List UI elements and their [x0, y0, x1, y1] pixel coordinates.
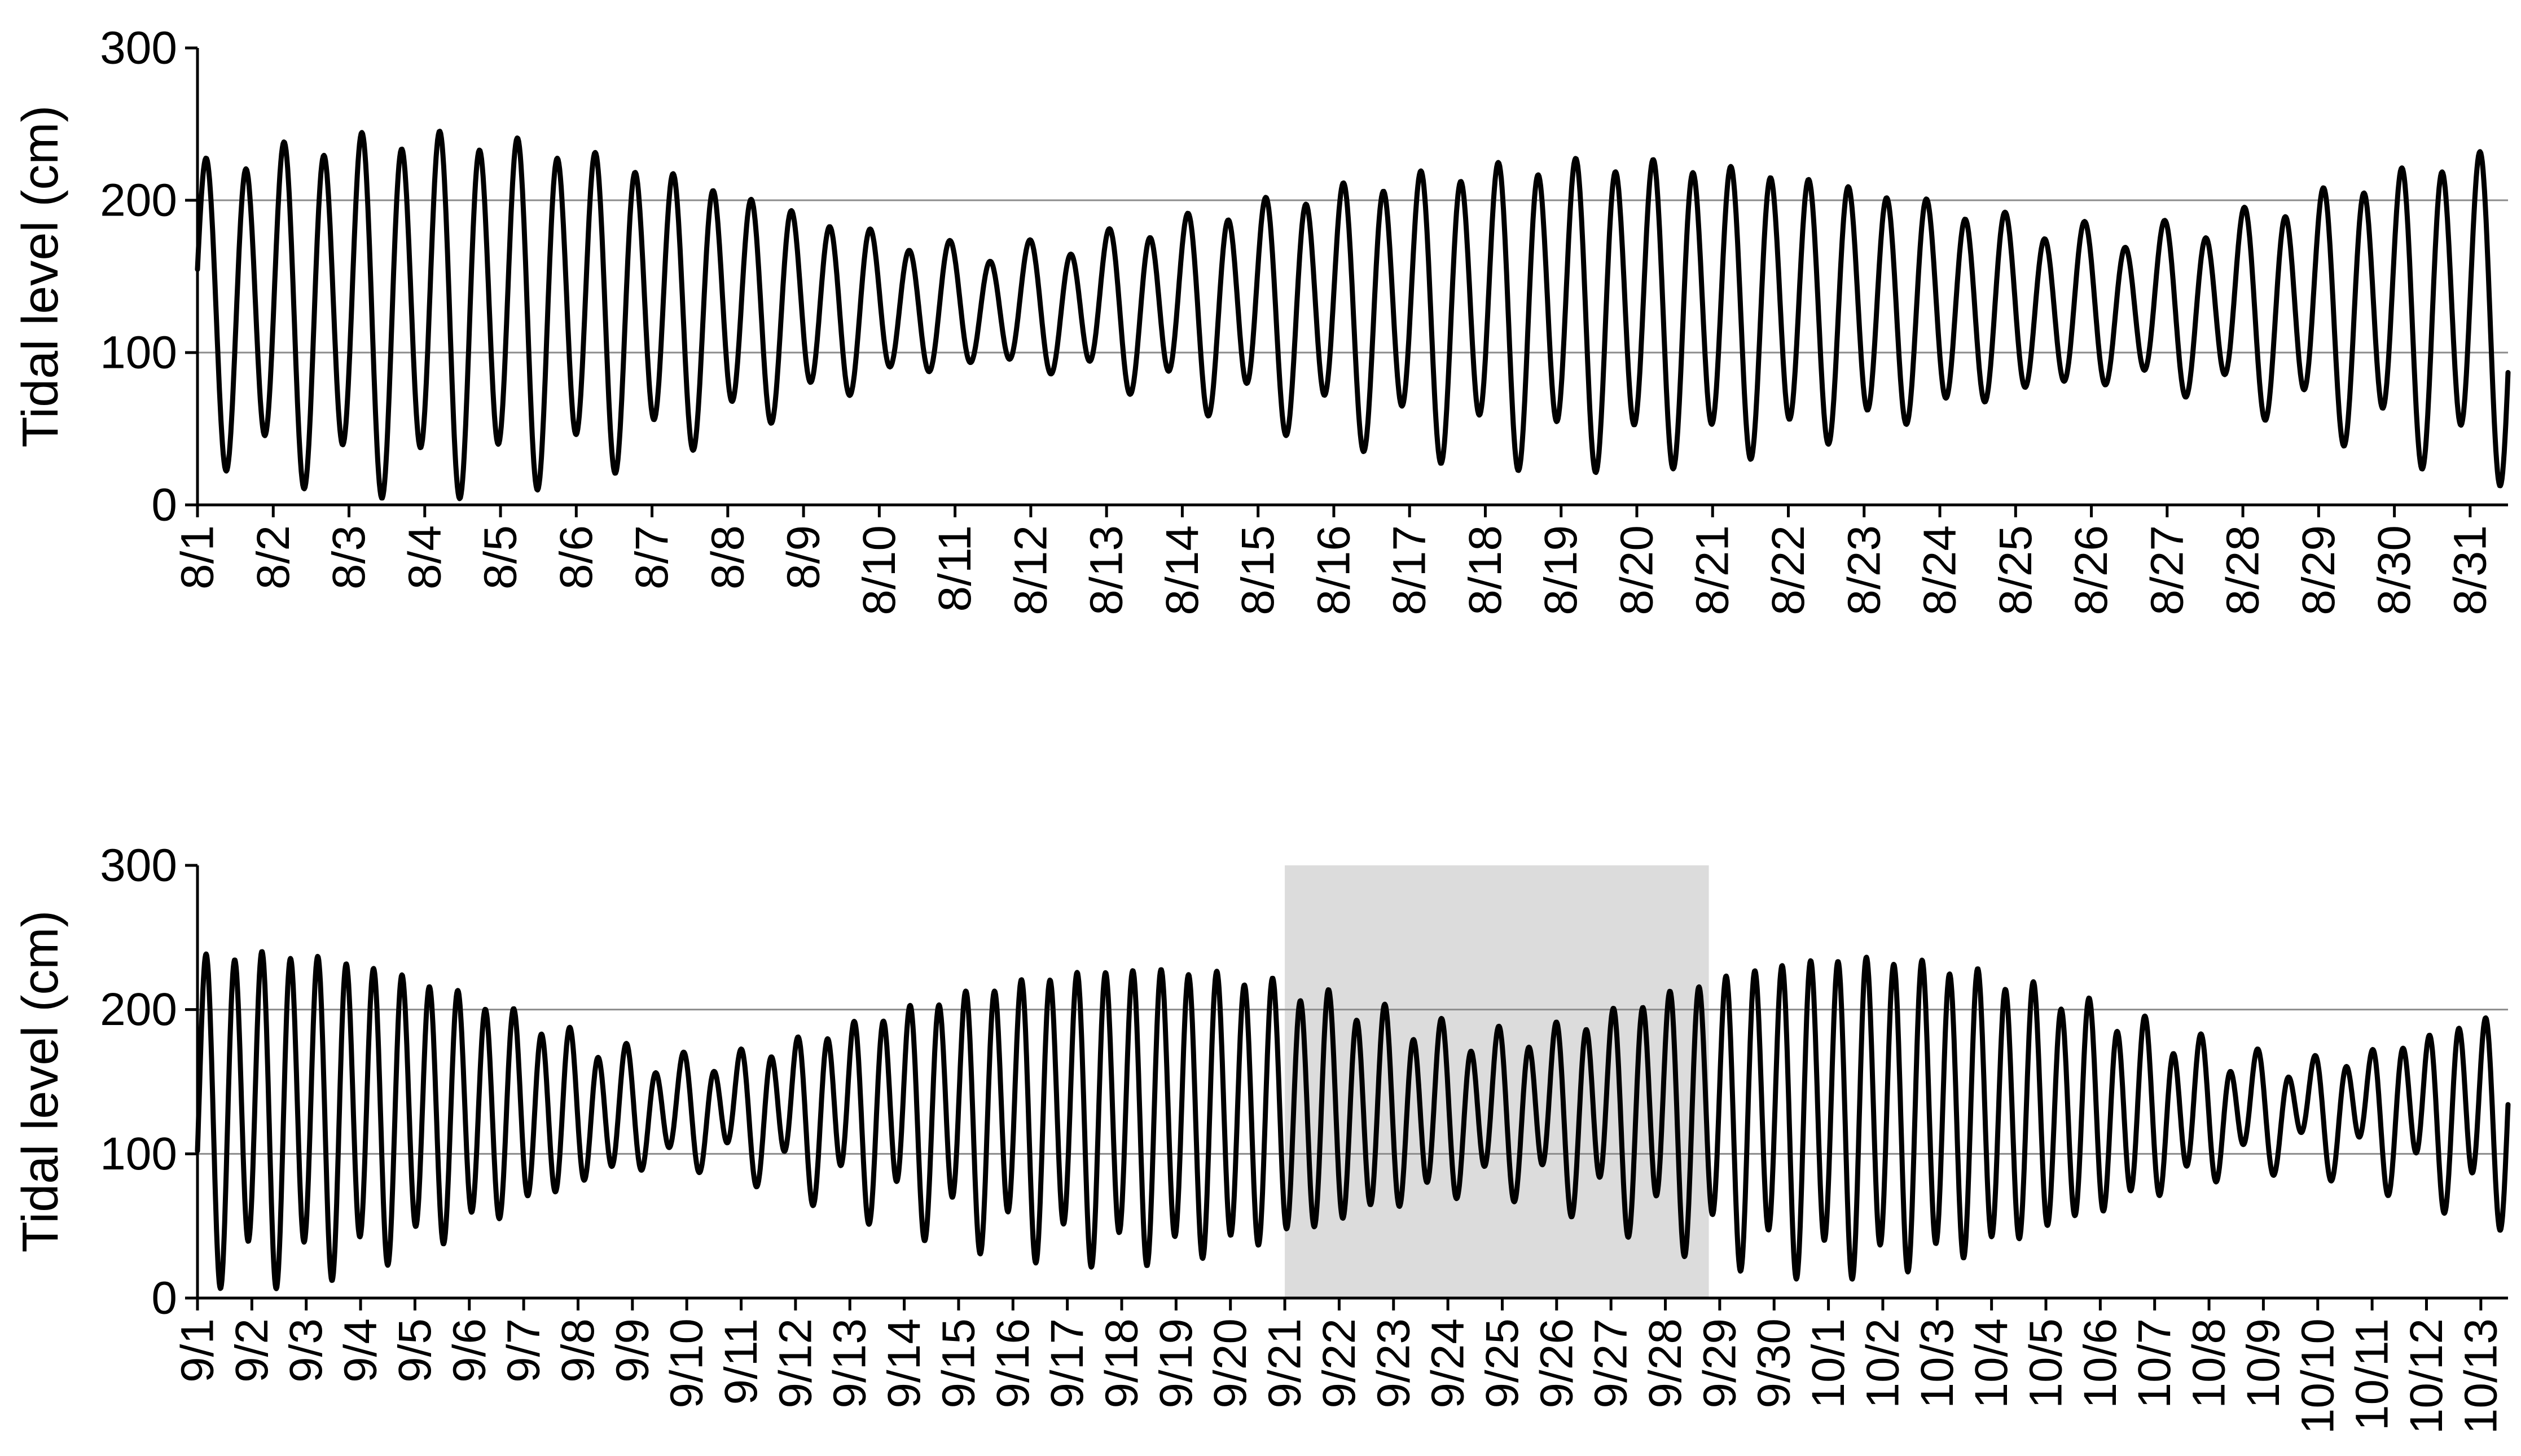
x-tick-label: 8/2	[248, 525, 299, 590]
x-tick-label: 10/10	[2292, 1318, 2343, 1434]
x-tick-label: 10/5	[2021, 1318, 2072, 1409]
x-tick-label: 9/6	[443, 1318, 495, 1383]
x-tick-label: 8/27	[2141, 525, 2193, 615]
x-tick-label: 9/17	[1042, 1318, 1093, 1409]
y-axis-label: Tidal level (cm)	[12, 910, 69, 1253]
y-tick-label: 100	[100, 1128, 177, 1180]
x-tick-label: 9/15	[933, 1318, 984, 1409]
x-tick-label: 9/26	[1531, 1318, 1582, 1409]
x-tick-label: 8/12	[1005, 525, 1056, 615]
x-tick-label: 8/8	[702, 525, 753, 590]
x-tick-label: 8/29	[2293, 525, 2344, 615]
x-tick-label: 10/2	[1857, 1318, 1908, 1409]
y-tick-label: 200	[100, 175, 177, 226]
x-tick-label: 8/21	[1687, 525, 1738, 615]
x-tick-label: 8/20	[1611, 525, 1662, 615]
x-tick-label: 10/7	[2129, 1318, 2180, 1409]
x-tick-label: 9/29	[1694, 1318, 1745, 1409]
x-tick-label: 10/3	[1912, 1318, 1963, 1409]
x-tick-label: 8/15	[1232, 525, 1284, 615]
y-tick-label: 0	[151, 480, 177, 531]
x-tick-label: 8/9	[778, 525, 829, 590]
x-tick-label: 9/23	[1368, 1318, 1419, 1409]
x-tick-label: 8/28	[2217, 525, 2269, 615]
x-tick-label: 9/16	[987, 1318, 1039, 1409]
tidal-chart-august: Tidal level (cm) 0 100 200 300 8/1 8/2 8/3 8/4 8…	[12, 23, 2511, 615]
x-tick-label: 10/6	[2075, 1318, 2126, 1409]
x-tick-label: 8/24	[1914, 525, 1966, 615]
x-tick-label: 9/8	[552, 1318, 604, 1383]
x-tick-label: 9/19	[1150, 1318, 1202, 1409]
x-tick-label: 9/28	[1640, 1318, 1691, 1409]
x-tick-label: 9/30	[1749, 1318, 1800, 1409]
x-tick-label: 8/6	[551, 525, 602, 590]
y-tick-label: 300	[100, 840, 177, 891]
x-tick-label: 10/9	[2238, 1318, 2289, 1409]
x-tick-label: 8/14	[1157, 525, 1208, 615]
x-tick-label: 9/9	[607, 1318, 658, 1383]
x-tick-label: 8/3	[323, 525, 375, 590]
x-tick-label: 9/7	[498, 1318, 550, 1383]
x-tick-label: 9/18	[1096, 1318, 1148, 1409]
tidal-level-curve	[195, 129, 2511, 502]
x-tick-label: 9/1	[172, 1318, 223, 1383]
x-tick-label: 9/14	[879, 1318, 930, 1409]
x-tick-label: 8/17	[1384, 525, 1435, 615]
y-tick-label: 200	[100, 984, 177, 1035]
x-tick-label: 9/25	[1477, 1318, 1528, 1409]
x-tick-label: 9/11	[715, 1318, 767, 1405]
x-tick-label: 9/13	[824, 1318, 876, 1409]
x-tick-label: 9/22	[1314, 1318, 1365, 1409]
x-tick-label: 10/1	[1803, 1318, 1854, 1409]
y-axis-label: Tidal level (cm)	[12, 105, 69, 448]
x-tick-label: 8/16	[1308, 525, 1359, 615]
x-tick-label: 10/8	[2184, 1318, 2235, 1409]
x-tick-label: 9/10	[661, 1318, 713, 1409]
x-tick-label: 9/27	[1585, 1318, 1637, 1409]
x-tick-label: 8/31	[2444, 525, 2496, 615]
x-tick-label: 8/22	[1763, 525, 1814, 615]
x-tick-label: 10/12	[2401, 1318, 2452, 1434]
x-tick-label: 8/10	[854, 525, 905, 615]
x-tick-label: 8/13	[1081, 525, 1132, 615]
x-tick-label: 8/11	[929, 525, 981, 612]
x-tick-label: 8/19	[1535, 525, 1587, 615]
y-tick-label: 0	[151, 1273, 177, 1324]
y-tick-label: 100	[100, 327, 177, 379]
x-tick-label: 8/1	[172, 525, 223, 590]
x-tick-label: 8/5	[475, 525, 526, 590]
x-tick-label: 8/26	[2066, 525, 2117, 615]
y-tick-label: 300	[100, 23, 177, 74]
x-tick-label: 10/4	[1966, 1318, 2017, 1409]
x-tick-label: 9/21	[1259, 1318, 1311, 1409]
x-tick-label: 9/3	[280, 1318, 332, 1383]
x-tick-label: 10/11	[2347, 1318, 2398, 1431]
x-tick-label: 8/23	[1838, 525, 1890, 615]
x-tick-label: 8/25	[1990, 525, 2041, 615]
x-tick-label: 8/30	[2369, 525, 2420, 615]
tidal-level-curve	[195, 949, 2511, 1291]
shaded-region	[1285, 865, 1709, 1298]
x-tick-label: 9/2	[226, 1318, 278, 1383]
x-tick-label: 9/20	[1205, 1318, 1256, 1409]
x-tick-label: 9/12	[770, 1318, 821, 1409]
x-tick-label: 9/5	[389, 1318, 441, 1383]
x-tick-label: 8/18	[1460, 525, 1511, 615]
x-tick-label: 10/13	[2455, 1318, 2506, 1434]
x-tick-label: 9/24	[1422, 1318, 1474, 1409]
x-tick-label: 9/4	[335, 1318, 387, 1383]
x-tick-label: 8/7	[626, 525, 678, 590]
x-tick-label: 8/4	[399, 525, 450, 590]
